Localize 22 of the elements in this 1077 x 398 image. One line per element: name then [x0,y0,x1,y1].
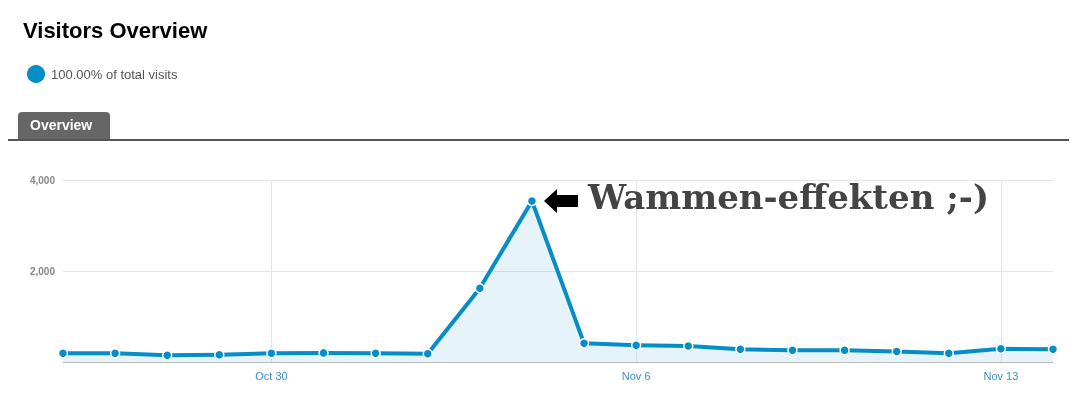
point [109,348,121,359]
point [943,348,955,359]
annotation: Wammen-effekten ;-) [587,176,989,217]
point [735,344,746,355]
point [630,339,642,351]
point [422,348,433,360]
legend-label: 100.00% of total visits [51,66,178,82]
point [1047,344,1059,355]
point [891,346,902,357]
point [370,348,381,359]
text: Overview [30,117,93,133]
point [578,338,590,349]
y-tick-label: 4,000 [29,174,56,186]
x-tick-label: Nov 13 [983,369,1019,382]
point [266,348,277,359]
point [474,283,486,294]
y-tick-label: 2,000 [29,265,56,277]
chart-title: Visitors Overview [23,17,209,43]
point [57,348,69,359]
point [995,343,1007,355]
x-tick-label: Nov 6 [621,369,651,382]
x-tick-label: Oct 30 [255,369,288,382]
